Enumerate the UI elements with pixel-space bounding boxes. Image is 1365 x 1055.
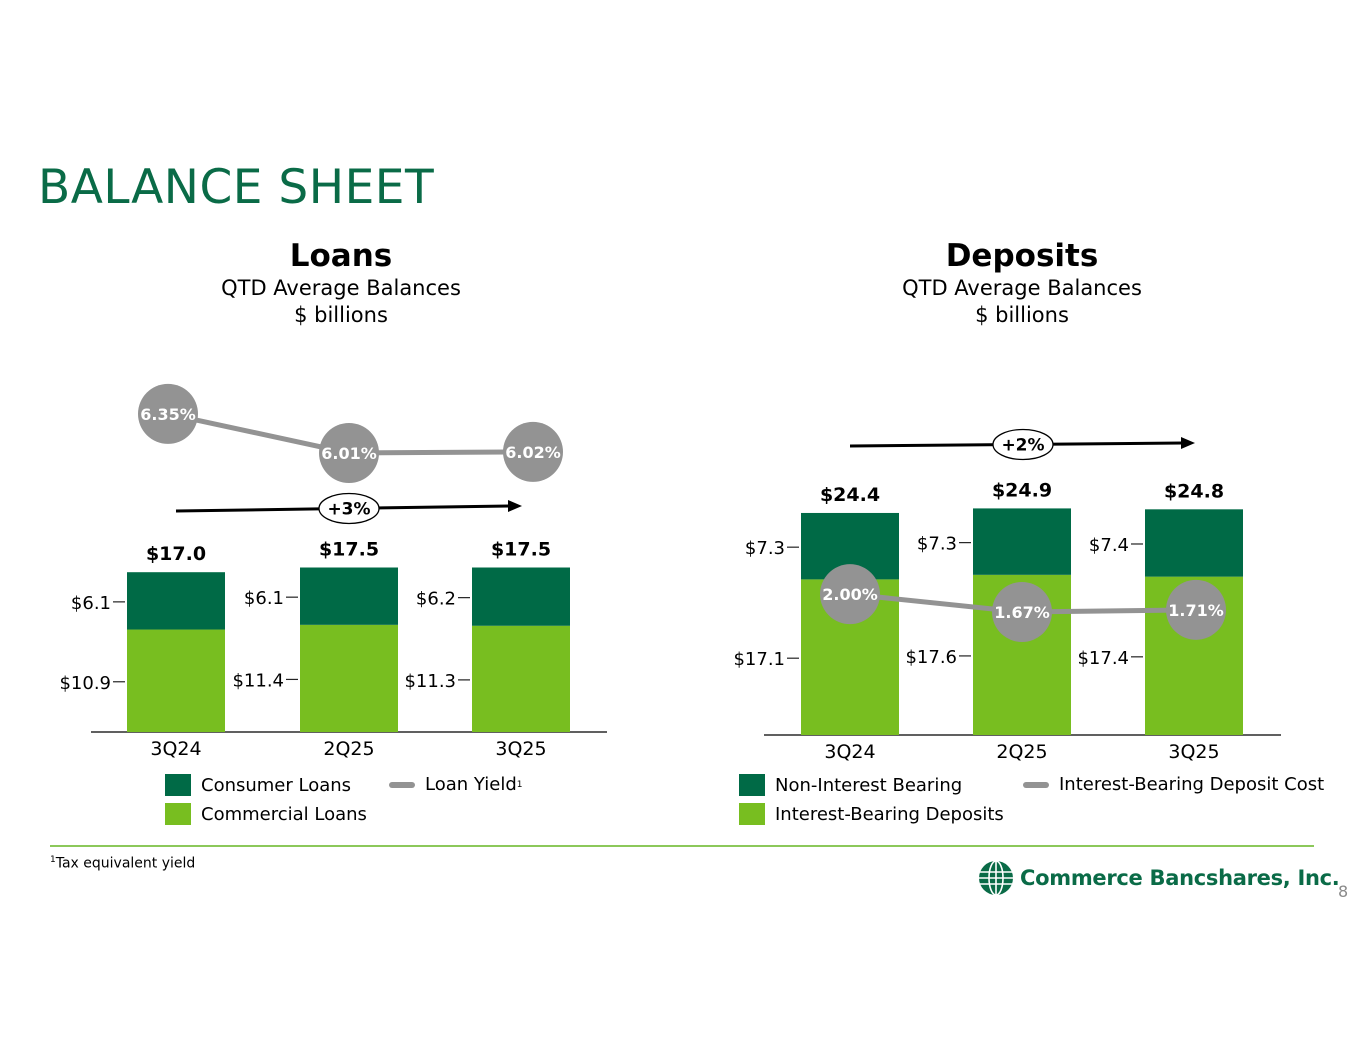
rate-label: 6.01% xyxy=(321,444,377,463)
x-tick-label: 2Q25 xyxy=(323,738,374,760)
growth-arrow-head xyxy=(1181,437,1195,449)
segment-label: $6.1 xyxy=(71,593,111,614)
bar-total-label: $17.5 xyxy=(319,539,379,561)
bar-segment-commercial-loans-2q25 xyxy=(300,624,398,732)
legend-swatch xyxy=(739,803,765,825)
segment-label: $11.4 xyxy=(232,670,284,691)
x-tick-label: 3Q24 xyxy=(150,738,201,760)
segment-label: $17.4 xyxy=(1077,648,1129,669)
bar-total-label: $17.0 xyxy=(146,543,206,565)
segment-label: $10.9 xyxy=(59,673,111,694)
bar-segment-consumer-loans-2q25 xyxy=(300,567,398,625)
legend-label: Loan Yield xyxy=(425,774,517,795)
legend-label: Non-Interest Bearing xyxy=(775,774,963,796)
deposits-chart: $17.1 $7.3 $24.4 3Q24 $17.6 $7.3 $24.9 2Q25 $17.… xyxy=(733,428,1281,763)
segment-label: $6.2 xyxy=(416,589,456,610)
rate-point xyxy=(503,421,563,482)
growth-badge xyxy=(318,492,380,525)
deposits-subtitle: QTD Average Balances xyxy=(902,276,1142,300)
bar-segment-non-interest-bearing-2q25 xyxy=(973,508,1071,575)
legend-line xyxy=(1023,781,1049,788)
legend-label: Interest-Bearing Deposit Cost xyxy=(1059,774,1325,795)
rate-point xyxy=(1166,579,1226,640)
growth-arrow-head xyxy=(508,500,522,512)
segment-label: $17.1 xyxy=(733,649,785,670)
bar-total-label: $24.4 xyxy=(820,484,880,506)
x-tick-label: 2Q25 xyxy=(996,741,1047,763)
segment-label: $7.3 xyxy=(917,534,957,555)
rate-label: 6.35% xyxy=(140,405,196,424)
rate-label: 1.71% xyxy=(1168,601,1224,620)
bar-segment-consumer-loans-3q25 xyxy=(472,567,570,626)
company-logo: Commerce Bancshares, Inc. xyxy=(978,860,1340,896)
legend-sup: 1 xyxy=(516,779,523,790)
logo-text: Commerce Bancshares, Inc. xyxy=(1020,866,1340,890)
legend-label: Interest-Bearing Deposits xyxy=(775,803,1004,825)
legend-commercial-loans: Commercial Loans xyxy=(165,803,367,825)
bar-total-label: $24.9 xyxy=(992,479,1052,501)
page-number: 8 xyxy=(1338,882,1349,901)
growth-label: +2% xyxy=(1001,436,1044,456)
bar-total-label: $24.8 xyxy=(1164,480,1224,502)
deposits-units: $ billions xyxy=(975,303,1069,327)
deposits-heading: Deposits xyxy=(945,238,1099,274)
rate-point xyxy=(992,582,1052,642)
loans-units: $ billions xyxy=(294,303,388,327)
loans-heading-block: Loans QTD Average Balances $ billions xyxy=(91,237,591,329)
segment-label: $17.6 xyxy=(905,647,957,668)
rate-point xyxy=(138,383,198,444)
footer-rule xyxy=(50,845,1314,847)
globe-icon xyxy=(979,860,1013,896)
legend-deposit-cost: Interest-Bearing Deposit Cost xyxy=(1023,774,1324,795)
footnote-sup: 1 xyxy=(50,855,56,865)
segment-label: $6.1 xyxy=(244,588,284,609)
segment-label: $11.3 xyxy=(404,671,456,692)
bar-total-label: $17.5 xyxy=(491,539,551,561)
footnote-text: Tax equivalent yield xyxy=(55,855,196,872)
growth-badge xyxy=(992,428,1054,461)
legend-swatch xyxy=(165,803,191,825)
bar-segment-commercial-loans-3q25 xyxy=(472,625,570,732)
loans-chart: $10.9 $6.1 $17.0 3Q24 $11.4 $6.1 $17.5 2Q25 $11.… xyxy=(59,383,607,760)
legend-swatch xyxy=(739,774,765,796)
rate-label: 1.67% xyxy=(994,603,1050,622)
legend-consumer-loans: Consumer Loans xyxy=(165,774,351,796)
loans-subtitle: QTD Average Balances xyxy=(221,276,461,300)
x-tick-label: 3Q25 xyxy=(1168,741,1219,763)
deposits-heading-block: Deposits QTD Average Balances $ billions xyxy=(772,237,1272,329)
growth-label: +3% xyxy=(327,500,370,520)
x-tick-label: 3Q24 xyxy=(824,741,875,763)
rate-label: 6.02% xyxy=(505,443,561,462)
legend-line xyxy=(389,781,415,788)
segment-label: $7.4 xyxy=(1089,535,1129,556)
x-tick-label: 3Q25 xyxy=(495,738,546,760)
legend-interest-bearing-deposits: Interest-Bearing Deposits xyxy=(739,803,1004,825)
footnote: 1Tax equivalent yield xyxy=(50,855,195,872)
rate-point xyxy=(319,423,379,483)
rate-point xyxy=(820,564,880,625)
bar-segment-consumer-loans-3q24 xyxy=(127,572,225,630)
bar-segment-commercial-loans-3q24 xyxy=(127,629,225,732)
page-title: BALANCE SHEET xyxy=(38,160,435,215)
loans-heading: Loans xyxy=(289,238,393,274)
legend-loan-yield: Loan Yield 1 xyxy=(389,774,522,795)
legend-label: Consumer Loans xyxy=(201,774,352,796)
rate-label: 2.00% xyxy=(822,585,878,604)
legend-swatch xyxy=(165,774,191,796)
legend-label: Commercial Loans xyxy=(201,803,367,825)
bar-segment-non-interest-bearing-3q25 xyxy=(1145,509,1243,577)
segment-label: $7.3 xyxy=(745,538,785,559)
legend-non-interest-bearing: Non-Interest Bearing xyxy=(739,774,962,796)
